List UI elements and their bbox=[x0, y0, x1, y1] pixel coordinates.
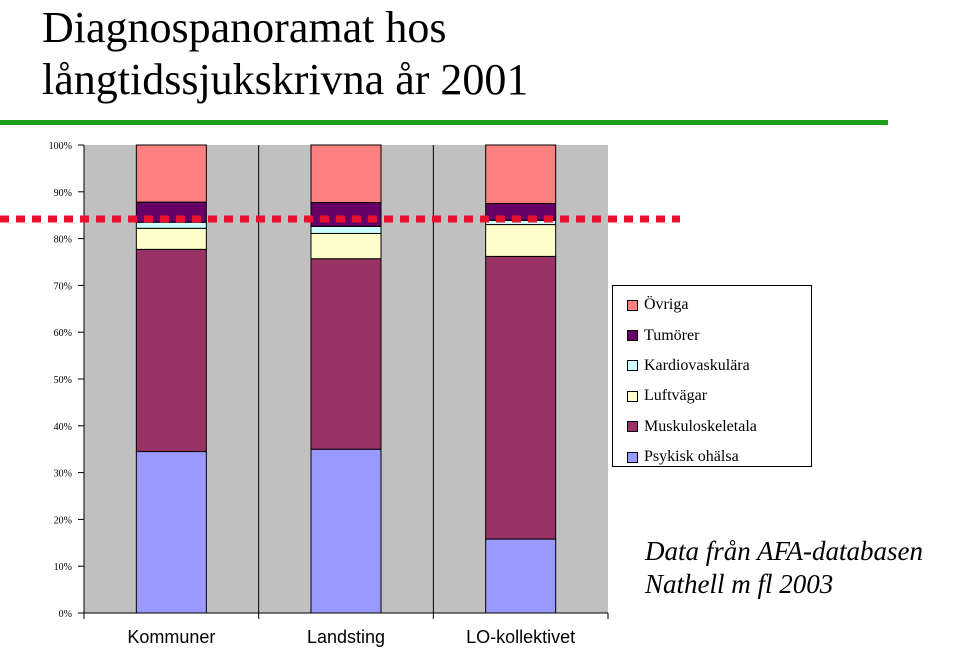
legend-item: Psykisk ohälsa bbox=[627, 442, 811, 472]
legend-label: Övriga bbox=[644, 296, 689, 314]
y-tick-label: 20% bbox=[54, 515, 72, 526]
y-tick-label: 90% bbox=[54, 188, 72, 199]
y-tick-label: 30% bbox=[54, 469, 72, 480]
legend-label: Kardiovaskulära bbox=[644, 356, 750, 374]
legend-swatch bbox=[627, 299, 638, 311]
bar-segment bbox=[485, 538, 557, 614]
y-tick-label: 60% bbox=[54, 328, 72, 339]
y-tick-label: 0% bbox=[59, 609, 72, 620]
bar-segment bbox=[485, 144, 557, 204]
legend-swatch bbox=[627, 451, 638, 463]
y-tick-label: 10% bbox=[54, 562, 72, 573]
title-underline bbox=[0, 120, 888, 125]
bar-segment bbox=[485, 255, 557, 540]
y-tick-label: 50% bbox=[54, 375, 72, 386]
legend-item: Luftvägar bbox=[627, 381, 811, 411]
legend-label: Psykisk ohälsa bbox=[644, 448, 739, 466]
legend-swatch bbox=[627, 390, 638, 402]
category-label: Landsting bbox=[307, 627, 385, 647]
legend-item: Tumörer bbox=[627, 320, 811, 350]
title-line-1: Diagnospanoramat hos bbox=[42, 3, 447, 52]
category-label: Kommuner bbox=[127, 627, 215, 647]
legend-item: Muskuloskeletala bbox=[627, 412, 811, 442]
legend-label: Luftvägar bbox=[644, 387, 708, 405]
chart-legend: Övriga Tumörer Kardiovaskulära Luftvägar Mus… bbox=[612, 285, 812, 467]
bar-segment bbox=[135, 144, 207, 203]
legend-label: Tumörer bbox=[644, 326, 700, 344]
bar-segment bbox=[485, 224, 557, 257]
y-tick-label: 80% bbox=[54, 235, 72, 246]
bar-segment bbox=[310, 225, 382, 234]
bar-segment bbox=[135, 221, 207, 229]
y-tick-label: 70% bbox=[54, 281, 72, 292]
legend-swatch bbox=[627, 421, 638, 433]
legend-swatch bbox=[627, 330, 638, 342]
bar-segment bbox=[135, 248, 207, 453]
bar-segment bbox=[310, 232, 382, 260]
legend-item: Övriga bbox=[627, 290, 811, 320]
source-line-1: Data från AFA-databasen bbox=[645, 536, 924, 566]
legend-label: Muskuloskeletala bbox=[644, 417, 757, 435]
source-note: Data från AFA-databasen Nathell m fl 200… bbox=[645, 535, 923, 601]
bar-segment bbox=[135, 227, 207, 250]
slide-title: Diagnospanoramat hos långtidssjukskrivna… bbox=[42, 2, 528, 106]
bar-segment bbox=[310, 448, 382, 614]
category-label: LO-kollektivet bbox=[466, 627, 575, 647]
title-line-2: långtidssjukskrivna år 2001 bbox=[42, 55, 529, 104]
bar-segment bbox=[310, 202, 382, 227]
legend-item: Kardiovaskulära bbox=[627, 351, 811, 381]
legend-swatch bbox=[627, 360, 638, 372]
bar-segment bbox=[310, 144, 382, 204]
bar-segment bbox=[310, 258, 382, 450]
source-line-2: Nathell m fl 2003 bbox=[645, 569, 834, 599]
bar-segment bbox=[135, 451, 207, 614]
y-tick-label: 40% bbox=[54, 422, 72, 433]
y-tick-label: 100% bbox=[49, 141, 72, 152]
